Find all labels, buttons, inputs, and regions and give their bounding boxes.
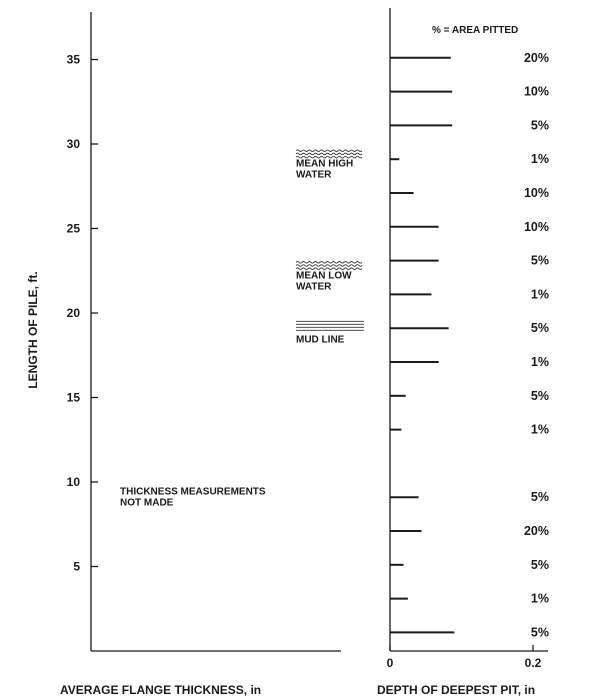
right-x-axis-label: DEPTH OF DEEPEST PIT, in [377, 683, 535, 697]
water-level-symbol [295, 261, 363, 264]
x-tick-label: 0.2 [525, 656, 542, 670]
annotation-text: NOT MADE [120, 497, 174, 508]
left-x-axis-label: AVERAGE FLANGE THICKNESS, in [60, 683, 261, 697]
water-level-symbol [295, 149, 363, 152]
water-level-symbol [295, 264, 363, 267]
y-tick-label: 20 [67, 306, 81, 320]
annotation-text: MEAN HIGH [296, 159, 353, 170]
x-tick-label: 0 [387, 656, 394, 670]
area-pitted-label: 10% [524, 85, 549, 99]
water-level-symbol [295, 155, 363, 159]
y-tick-label: 30 [67, 137, 81, 151]
area-pitted-label: 10% [524, 186, 549, 200]
area-pitted-label: 1% [531, 592, 549, 606]
area-pitted-label: 1% [531, 152, 549, 166]
y-tick-label: 25 [67, 222, 81, 236]
area-pitted-legend-note: % = AREA PITTED [432, 25, 518, 36]
area-pitted-label: 5% [531, 321, 549, 335]
annotation-text: WATER [296, 281, 332, 292]
y-tick-label: 5 [73, 560, 80, 574]
annotation-text: THICKNESS MEASUREMENTS [120, 486, 266, 497]
area-pitted-label: 10% [524, 220, 549, 234]
y-tick-label: 35 [67, 53, 81, 67]
water-level-symbol [295, 152, 363, 156]
annotation-text: MUD LINE [296, 334, 345, 345]
area-pitted-label: 5% [531, 389, 549, 403]
right-x-ticks: 0 0.2 [387, 645, 542, 670]
area-pitted-label: 5% [531, 254, 549, 268]
area-pitted-label: 5% [531, 118, 549, 132]
area-pitted-label: 1% [531, 287, 549, 301]
pit-depth-bars: 20% 10% 5% 1% 10% 10% 5% 1% 5% 1% 5% 1% 5% 20% 5% 1% 5% [390, 51, 549, 639]
annotation-text: MEAN LOW [296, 270, 352, 281]
area-pitted-label: 5% [531, 558, 549, 572]
left-y-axis-label: LENGTH OF PILE, ft. [26, 271, 40, 388]
y-tick-label: 10 [67, 475, 81, 489]
annotation-text: WATER [296, 170, 332, 181]
area-pitted-label: 20% [524, 51, 549, 65]
area-pitted-label: 5% [531, 625, 549, 639]
water-level-symbol [295, 267, 363, 270]
area-pitted-label: 1% [531, 423, 549, 437]
area-pitted-label: 5% [531, 490, 549, 504]
left-y-ticks: 5 10 15 20 25 30 35 [67, 53, 98, 574]
area-pitted-label: 1% [531, 355, 549, 369]
y-tick-label: 15 [67, 391, 81, 405]
area-pitted-label: 20% [524, 524, 549, 538]
